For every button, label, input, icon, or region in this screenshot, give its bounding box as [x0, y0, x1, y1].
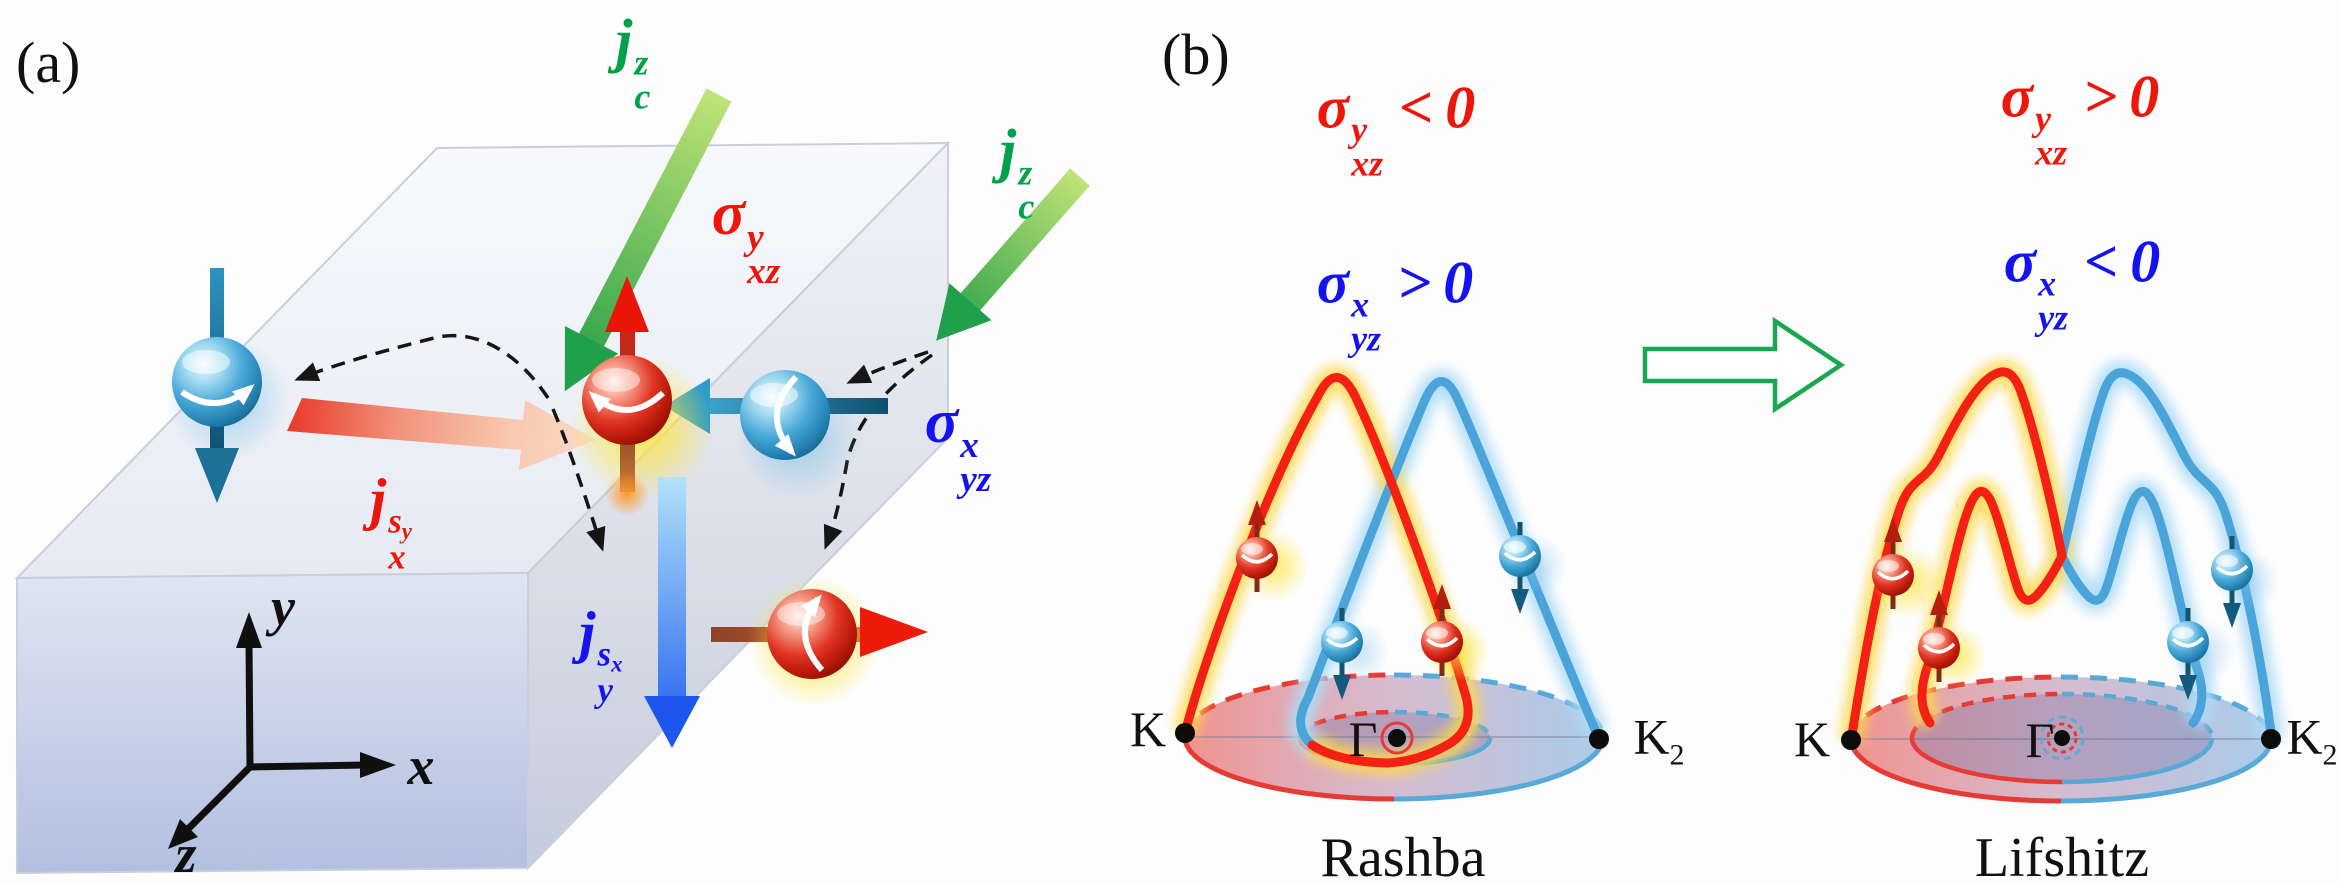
- slab-front-face: [16, 571, 529, 875]
- coordinate-axes: [168, 612, 396, 849]
- axis-z: [184, 763, 254, 833]
- rashba-carrier-down-outer: [1499, 522, 1568, 614]
- condition-lifshitz-sigma-yz: σ x yz <0: [2003, 228, 2161, 338]
- trajectory-to-right-blue-sphere: [846, 350, 929, 384]
- label-spin-current-x: j sy x: [370, 466, 412, 577]
- lifshitz-carrier-up-outer: [1872, 517, 1945, 619]
- lifshitz-carrier-down-inner: [2167, 608, 2236, 700]
- lifshitz-k2-label: K2: [2286, 708, 2338, 772]
- axis-x-arrowhead: [360, 752, 396, 778]
- spin-down-arrowhead: [195, 448, 239, 503]
- charge-current-arrow-top: [564, 88, 732, 392]
- axis-z-label: z: [175, 824, 197, 883]
- right-arrowhead: [860, 607, 928, 657]
- condition-rashba-sigma-yz: σ x yz >0: [1316, 249, 1474, 359]
- lifshitz-diagram: [1839, 359, 2284, 804]
- rashba-gamma-point: [1388, 729, 1406, 747]
- axis-y-label: y: [271, 577, 295, 637]
- axis-x-label: x: [407, 736, 435, 796]
- axis-z-arrowhead: [168, 819, 198, 849]
- transition-arrow: [1642, 316, 1846, 414]
- axis-y-arrowhead: [236, 612, 262, 648]
- trajectory-to-red-sphere: [551, 408, 606, 552]
- rashba-carrier-down-inner: [1321, 608, 1390, 700]
- rashba-title: Rashba: [1320, 827, 1486, 883]
- charge-current-arrow-side: [936, 168, 1090, 341]
- rashba-carrier-up-inner: [1421, 584, 1490, 682]
- label-sigma-xz: σ y xz: [711, 179, 781, 292]
- label-spin-current-y: j sx y: [579, 599, 623, 710]
- rashba-gamma-ring: [1380, 721, 1414, 755]
- lifshitz-title: Lifshitz: [1974, 827, 2150, 883]
- lifshitz-gamma-red-ring: [2046, 722, 2078, 754]
- electron-spin-plus-x: [711, 576, 928, 708]
- spin-up-arrowhead: [605, 276, 649, 332]
- spin-current-x-arrow: [287, 398, 596, 470]
- panel-b-tag: (b): [1162, 22, 1230, 87]
- electron-spin-down-top-surface: [165, 268, 289, 503]
- axis-x: [246, 761, 370, 771]
- lifshitz-gamma-point: [2054, 730, 2070, 746]
- lifshitz-gamma-blue-ring: [2039, 715, 2085, 761]
- lifshitz-gamma-label: Γ: [2025, 712, 2055, 768]
- rashba-k-label: K: [1129, 701, 1167, 757]
- electron-spin-up-accumulated: [570, 276, 714, 516]
- lifshitz-k-point: [1841, 730, 1861, 750]
- spin-current-y-arrow: [644, 477, 700, 748]
- slab-box: [14, 140, 951, 875]
- condition-lifshitz-sigma-xz: σ y xz >0: [2000, 63, 2160, 173]
- lifshitz-k2-point: [2261, 729, 2281, 749]
- panel-a-tag: (a): [16, 30, 81, 95]
- label-sigma-yz: σ x yz: [924, 387, 992, 500]
- rashba-k-point: [1175, 723, 1195, 743]
- lifshitz-k-label: K: [1793, 711, 1831, 767]
- rashba-k2-label: K2: [1633, 708, 1685, 772]
- axis-y: [245, 638, 254, 771]
- lifshitz-carrier-up-inner: [1918, 590, 1987, 688]
- rashba-gamma-label: Γ: [1348, 711, 1378, 767]
- rashba-band-spin-up: [1180, 373, 1473, 768]
- lifshitz-carrier-down-outer: [2211, 536, 2280, 628]
- condition-rashba-sigma-xz: σ y xz <0: [1316, 74, 1476, 184]
- rashba-diagram: [1173, 365, 1609, 802]
- rashba-k2-point: [1589, 729, 1609, 749]
- trajectory-to-left-sphere: [294, 333, 550, 399]
- rashba-carrier-up-outer: [1236, 500, 1309, 602]
